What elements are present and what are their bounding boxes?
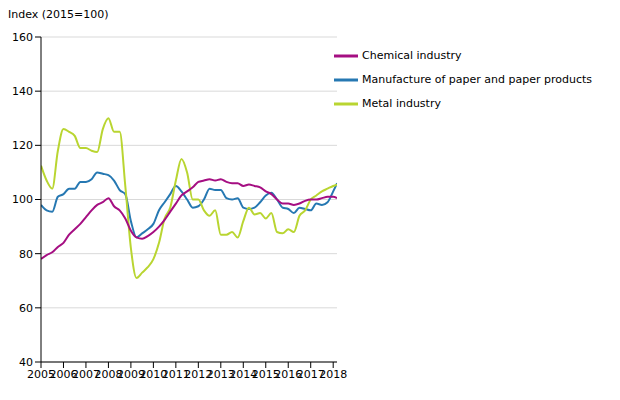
svg-text:40: 40 xyxy=(19,356,33,369)
svg-text:140: 140 xyxy=(12,85,33,98)
svg-text:2015: 2015 xyxy=(251,367,280,381)
svg-text:2012: 2012 xyxy=(184,367,213,381)
html-text:Manufacture of paper and paper: Manufacture of paper and paper products xyxy=(362,73,592,86)
svg-text:2007: 2007 xyxy=(72,367,100,381)
svg-text:2009: 2009 xyxy=(116,367,145,381)
html-text:Index (2015=100): Index (2015=100) xyxy=(8,8,109,21)
svg-text:2018: 2018 xyxy=(319,368,347,381)
svg-text:2005: 2005 xyxy=(27,367,55,381)
svg-text:2017: 2017 xyxy=(296,367,325,381)
svg-text:2011: 2011 xyxy=(161,367,190,381)
svg-text:80: 80 xyxy=(19,248,33,261)
svg-text:100: 100 xyxy=(12,193,33,206)
svg-text:2008: 2008 xyxy=(94,367,123,381)
html-text:Metal industry: Metal industry xyxy=(362,97,441,110)
svg-text:2010: 2010 xyxy=(139,367,168,381)
html-text:Chemical industry: Chemical industry xyxy=(362,49,462,62)
svg-text:2016: 2016 xyxy=(274,367,303,381)
svg-text:2013: 2013 xyxy=(206,367,235,381)
svg-text:2006: 2006 xyxy=(49,367,78,381)
svg-text:2014: 2014 xyxy=(229,367,258,381)
svg-text:60: 60 xyxy=(19,302,33,315)
svg-text:160: 160 xyxy=(12,31,33,44)
svg-text:120: 120 xyxy=(12,139,33,152)
